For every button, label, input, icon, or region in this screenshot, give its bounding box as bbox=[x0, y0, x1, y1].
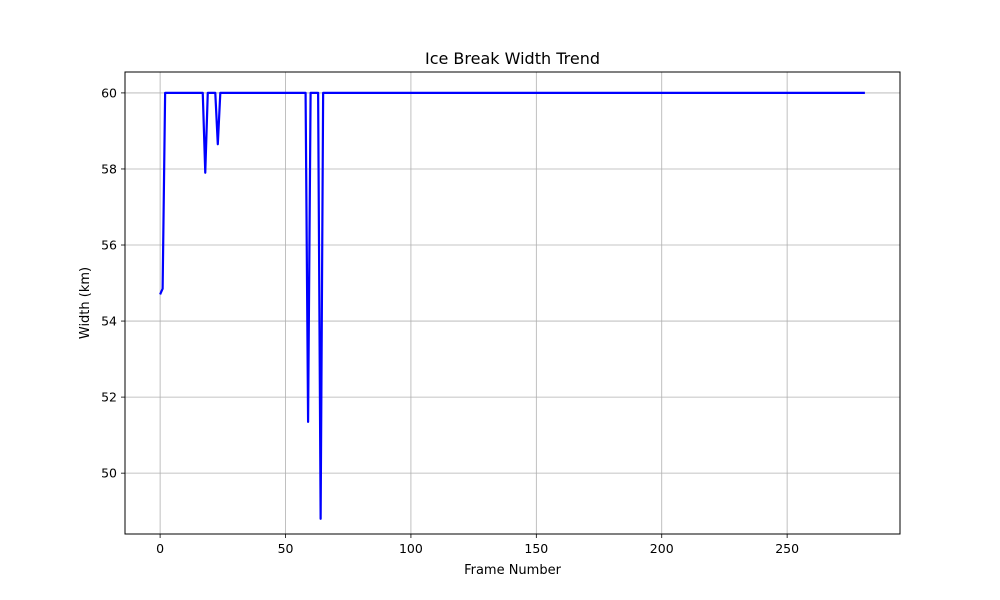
x-tick-label: 150 bbox=[524, 541, 548, 556]
x-axis-ticks: 0 50 100 150 200 250 bbox=[156, 534, 799, 556]
x-tick-label: 0 bbox=[156, 541, 164, 556]
x-tick-label: 250 bbox=[775, 541, 799, 556]
plot-frame bbox=[124, 71, 901, 535]
x-tick-label: 100 bbox=[399, 541, 423, 556]
y-tick-label: 58 bbox=[101, 161, 117, 176]
y-tick-label: 56 bbox=[101, 238, 117, 253]
series-layer bbox=[159, 91, 865, 520]
y-tick-label: 60 bbox=[101, 85, 117, 100]
y-axis-label: Width (km) bbox=[78, 267, 93, 339]
x-tick-label: 200 bbox=[650, 541, 674, 556]
x-tick-label: 50 bbox=[278, 541, 294, 556]
y-tick-label: 50 bbox=[101, 466, 117, 481]
y-axis-ticks: 50 52 54 56 58 60 bbox=[101, 85, 125, 481]
x-axis-label: Frame Number bbox=[464, 563, 562, 578]
chart-title: Ice Break Width Trend bbox=[425, 49, 600, 68]
y-tick-label: 52 bbox=[101, 390, 117, 405]
y-tick-label: 54 bbox=[101, 314, 117, 329]
series-line-0 bbox=[159, 91, 865, 520]
